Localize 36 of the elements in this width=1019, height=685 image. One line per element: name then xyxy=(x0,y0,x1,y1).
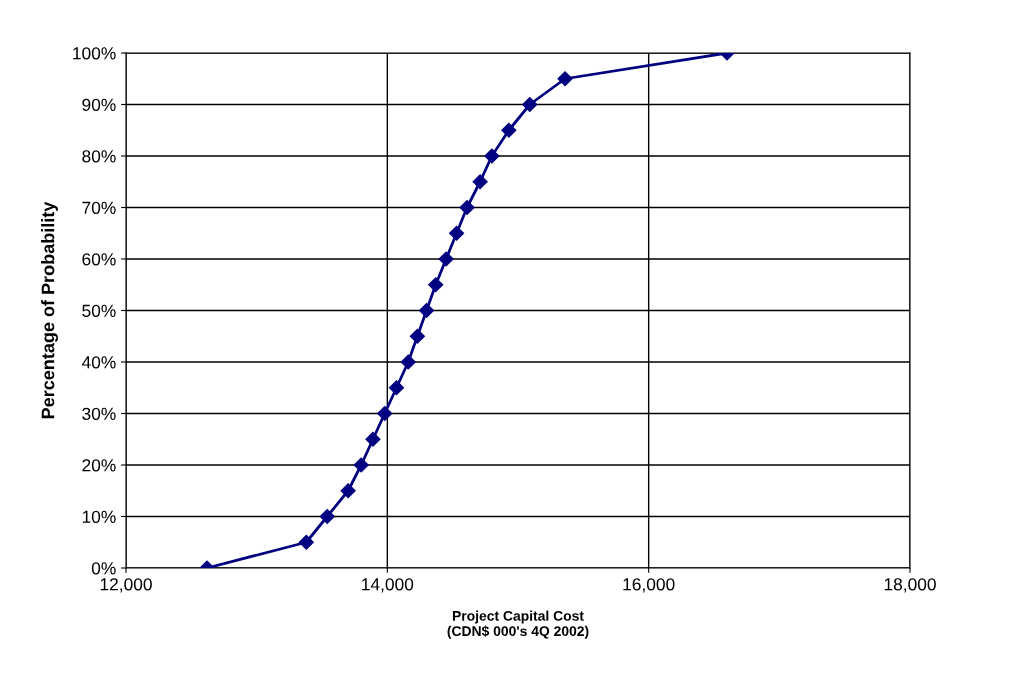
x-tick-label: 16,000 xyxy=(623,578,675,593)
point xyxy=(501,122,517,138)
y-tick-label: 20% xyxy=(82,459,116,472)
y-tick-label: 40% xyxy=(81,356,116,369)
y-tick-label: 60% xyxy=(82,253,116,266)
point xyxy=(449,225,465,241)
point xyxy=(340,483,356,499)
point xyxy=(557,71,573,87)
point xyxy=(377,405,393,422)
x-tick-label: 12,000 xyxy=(100,578,152,593)
x-tick-label: 18,000 xyxy=(884,578,936,593)
point xyxy=(438,251,454,267)
point xyxy=(459,199,475,216)
y-tick-label: 90% xyxy=(82,98,116,111)
point xyxy=(388,380,405,396)
point xyxy=(418,302,435,319)
y-tick-label: 10% xyxy=(82,510,116,523)
point xyxy=(319,508,335,525)
point xyxy=(400,354,416,370)
x-axis-title: Project Capital Cost (CDN$ 000's 4Q 2002) xyxy=(447,610,589,639)
y-tick-label: 100% xyxy=(73,47,116,60)
point xyxy=(522,96,538,113)
point xyxy=(472,174,488,190)
point xyxy=(365,431,381,447)
y-tick-label: 50% xyxy=(82,304,116,317)
point xyxy=(353,457,369,473)
y-axis-title: Percentage of Probability xyxy=(41,201,58,419)
y-tick-label: 80% xyxy=(82,150,116,163)
y-tick-label: 30% xyxy=(82,407,116,420)
point xyxy=(298,534,314,550)
point xyxy=(428,277,444,293)
y-tick-label: 0% xyxy=(91,562,116,575)
point xyxy=(484,148,500,164)
y-tick-label: 70% xyxy=(82,201,116,214)
x-tick-label: 14,000 xyxy=(362,578,414,593)
point xyxy=(409,328,425,344)
